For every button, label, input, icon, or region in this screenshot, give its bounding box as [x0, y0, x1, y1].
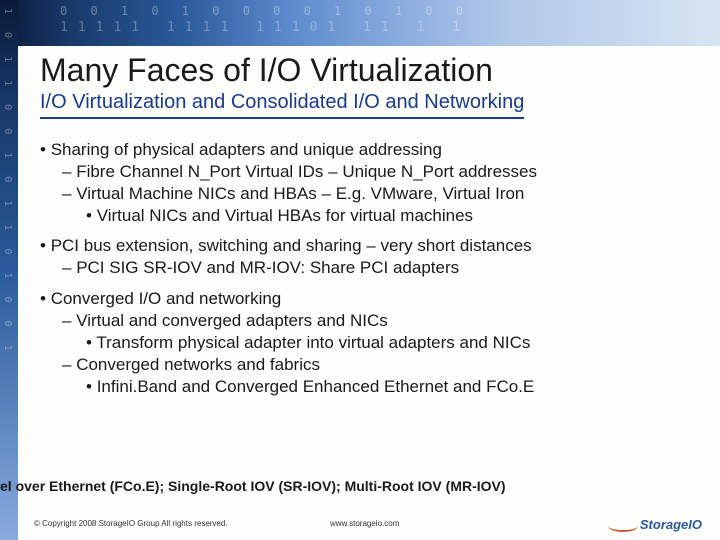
bullet-level-2: Fibre Channel N_Port Virtual IDs – Uniqu…	[62, 161, 710, 183]
bullet-level-1: Converged I/O and networking	[40, 288, 710, 310]
bullet-level-2: Converged networks and fabrics	[62, 354, 710, 376]
bullet-level-1: Sharing of physical adapters and unique …	[40, 139, 710, 161]
slide-title: Many Faces of I/O Virtualization	[40, 52, 710, 89]
bullet-level-2: Virtual Machine NICs and HBAs – E.g. VMw…	[62, 183, 710, 205]
banner-digits-2: 11111 1111 11101 11 1 1	[60, 20, 700, 35]
copyright-text: © Copyright 2008 StorageIO Group All rig…	[34, 519, 228, 528]
slide-subtitle: I/O Virtualization and Consolidated I/O …	[40, 91, 524, 119]
banner-digits-1: 0 0 1 0 1 0 0 0 0 1 0 1 0 0	[60, 4, 700, 18]
bullet-level-2: Virtual and converged adapters and NICs	[62, 310, 710, 332]
slide: 0 0 1 0 1 0 0 0 0 1 0 1 0 0 11111 1111 1…	[0, 0, 720, 540]
footer-note: el over Ethernet (FCo.E); Single-Root IO…	[0, 478, 706, 494]
bullet-level-3: Transform physical adapter into virtual …	[86, 332, 710, 354]
bullet-level-3: Virtual NICs and Virtual HBAs for virtua…	[86, 205, 710, 227]
left-stripe: 1 0 1 1 0 0 1 0 1 1 0 1 0 0 1	[0, 0, 18, 540]
logo-text: StorageIO	[640, 517, 702, 532]
bullet-level-1: PCI bus extension, switching and sharing…	[40, 235, 710, 257]
left-digits: 1 0 1 1 0 0 1 0 1 1 0 1 0 0 1	[2, 8, 13, 480]
footer-url: www.storageio.com	[330, 519, 399, 528]
footer: © Copyright 2008 StorageIO Group All rig…	[0, 506, 720, 540]
logo: StorageIO	[608, 517, 702, 532]
bullet-list: Sharing of physical adapters and unique …	[40, 139, 710, 398]
logo-swoosh-icon	[608, 520, 638, 532]
bullet-level-3: Infini.Band and Converged Enhanced Ether…	[86, 376, 710, 398]
bullet-level-2: PCI SIG SR-IOV and MR-IOV: Share PCI ada…	[62, 257, 710, 279]
top-banner: 0 0 1 0 1 0 0 0 0 1 0 1 0 0 11111 1111 1…	[0, 0, 720, 46]
content-area: Many Faces of I/O Virtualization I/O Vir…	[40, 46, 710, 500]
